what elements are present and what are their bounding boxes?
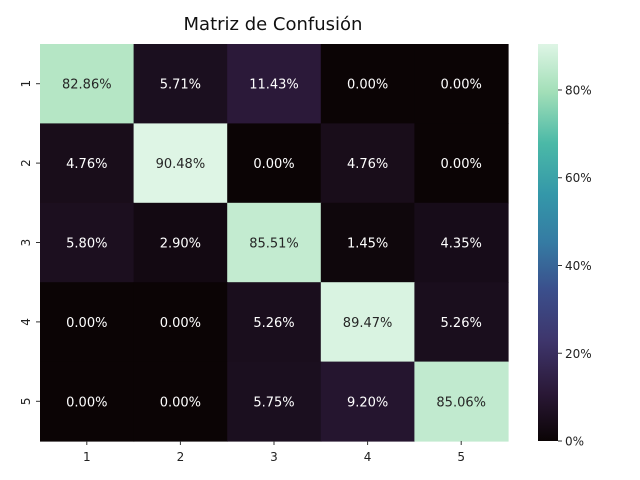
cell-value-label: 0.00% [66, 316, 107, 331]
colorbar: 0% 20% 40% 60% 80% [538, 44, 592, 449]
x-tick-label: 1 [83, 450, 91, 464]
colorbar-tick-label: 20% [565, 347, 592, 361]
colorbar-tick-label: 40% [565, 259, 592, 273]
heatmap-cell [133, 282, 228, 363]
cell-value-label: 4.35% [441, 237, 482, 252]
cell-value-label: 90.48% [156, 157, 206, 172]
heatmap-cell [320, 361, 415, 442]
x-tick-label: 5 [457, 450, 465, 464]
cell-value-label: 5.80% [66, 237, 107, 252]
heatmap-cell [414, 202, 509, 283]
y-axis: 1 2 3 4 5 [19, 80, 40, 405]
cell-value-label: 4.76% [66, 157, 107, 172]
cell-value-label: 5.75% [253, 395, 294, 410]
heatmap-cell [40, 44, 135, 124]
heatmap-cell [414, 44, 509, 124]
cell-value-label: 5.26% [441, 316, 482, 331]
heatmap-cell [227, 361, 322, 442]
cell-value-label: 85.06% [436, 395, 486, 410]
y-tick-label: 4 [19, 318, 33, 326]
x-tick-label: 4 [364, 450, 372, 464]
heatmap-cell [414, 361, 509, 442]
cell-value-label: 4.76% [347, 157, 388, 172]
heatmap-cells: 82.86% 5.71% 11.43% 0.00% 0.00% 4.76% 90.48% 0.… [40, 44, 509, 442]
cell-value-label: 0.00% [441, 78, 482, 93]
x-tick-label: 3 [270, 450, 278, 464]
x-tick-label: 2 [177, 450, 185, 464]
x-axis: 1 2 3 4 5 [83, 441, 465, 464]
cell-value-label: 11.43% [249, 78, 299, 93]
cell-value-label: 9.20% [347, 395, 388, 410]
cell-value-label: 0.00% [253, 157, 294, 172]
heatmap-cell [133, 202, 228, 283]
heatmap-cell [227, 282, 322, 363]
colorbar-tick-label: 0% [565, 435, 584, 449]
chart-title: Matriz de Confusión [184, 14, 363, 35]
cell-value-label: 85.51% [249, 237, 299, 252]
cell-value-label: 1.45% [347, 237, 388, 252]
colorbar-tick-label: 60% [565, 171, 592, 185]
heatmap-cell [320, 44, 415, 124]
heatmap-cell [414, 123, 509, 204]
cell-value-label: 0.00% [347, 78, 388, 93]
y-tick-label: 2 [19, 159, 33, 167]
cell-value-label: 0.00% [441, 157, 482, 172]
heatmap-cell [227, 123, 322, 204]
cell-value-label: 82.86% [62, 78, 112, 93]
heatmap-cell [227, 44, 322, 124]
cell-value-label: 5.26% [253, 316, 294, 331]
y-tick-label: 3 [19, 239, 33, 247]
heatmap-cell [414, 282, 509, 363]
colorbar-tick-label: 80% [565, 83, 592, 97]
heatmap-cell [320, 123, 415, 204]
cell-value-label: 5.71% [160, 78, 201, 93]
heatmap-cell [40, 282, 135, 363]
heatmap-cell [40, 123, 135, 204]
cell-value-label: 89.47% [343, 316, 393, 331]
heatmap-cell [133, 361, 228, 442]
heatmap-cell [133, 123, 228, 204]
heatmap-cell [40, 361, 135, 442]
cell-value-label: 0.00% [160, 316, 201, 331]
heatmap-cell [133, 44, 228, 124]
heatmap-cell [320, 282, 415, 363]
heatmap-cell [227, 202, 322, 283]
cell-value-label: 0.00% [160, 395, 201, 410]
y-tick-label: 1 [19, 80, 33, 88]
y-tick-label: 5 [19, 397, 33, 405]
heatmap-cell [40, 202, 135, 283]
heatmap-cell [320, 202, 415, 283]
colorbar-gradient [538, 44, 558, 441]
cell-value-label: 2.90% [160, 237, 201, 252]
cell-value-label: 0.00% [66, 395, 107, 410]
